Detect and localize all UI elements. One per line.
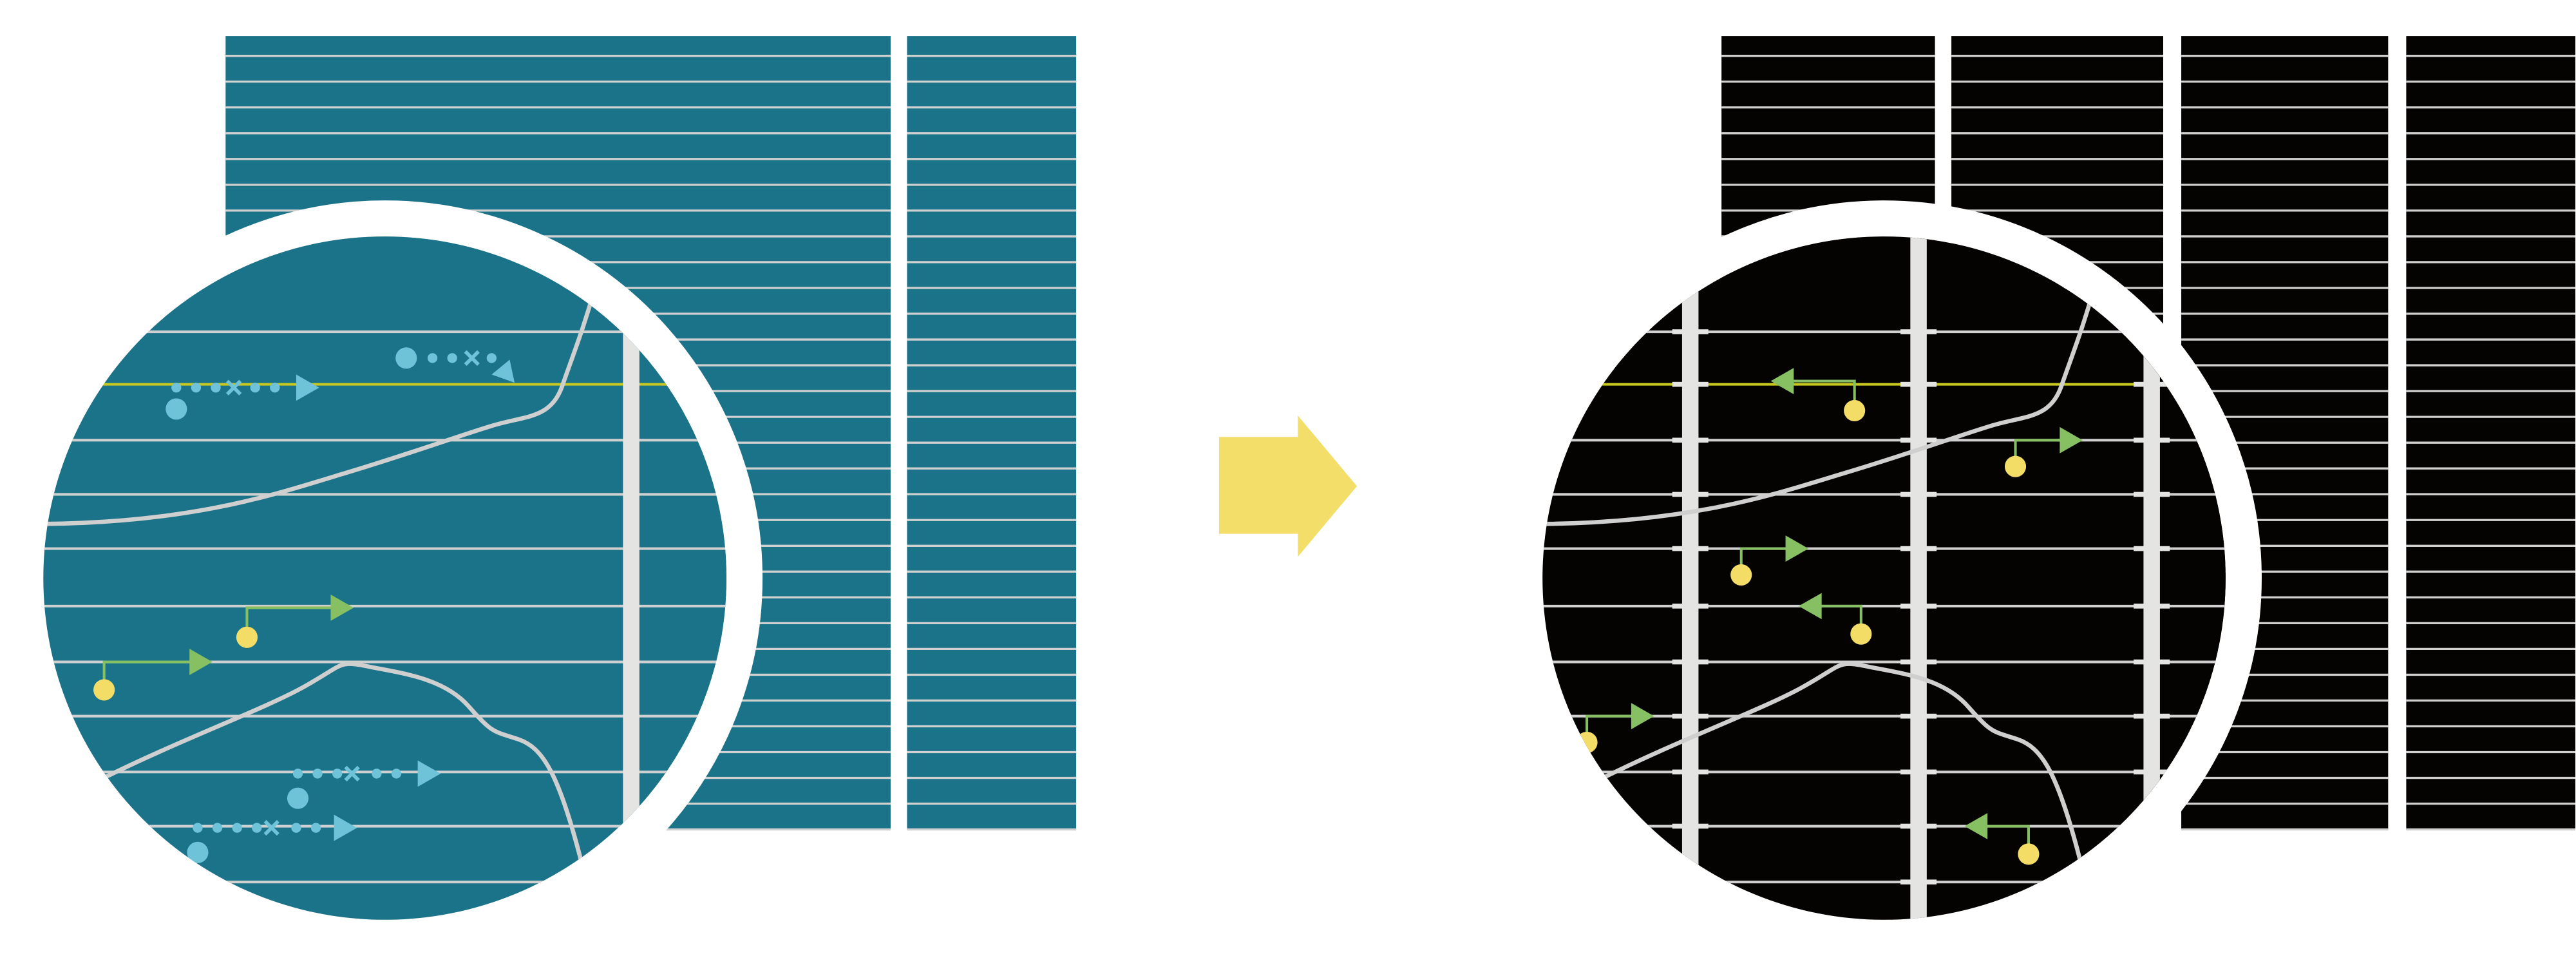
bar-tick (1672, 381, 1709, 387)
green-arrow-icon (1798, 593, 1822, 620)
bar-tick (1900, 769, 1937, 775)
bar-tick (2134, 769, 2170, 775)
trail-dot (291, 823, 301, 833)
bar-tick (2134, 879, 2170, 885)
bar-tick (1672, 546, 1709, 551)
green-arrow-icon (1770, 368, 1794, 394)
blue-arrow-icon (296, 374, 319, 401)
bar-tick (1672, 492, 1709, 497)
yellow-pin-icon (2018, 843, 2040, 865)
vertical-bar (623, 236, 639, 920)
lens-background (43, 236, 726, 920)
bar-tick (1900, 713, 1937, 719)
bar-tick (2134, 713, 2170, 719)
blue-origin-dot (166, 398, 187, 420)
green-arrow-icon (189, 649, 213, 675)
yellow-pin-icon (2004, 455, 2027, 477)
trail-dot (447, 353, 457, 363)
bar-tick (1900, 546, 1937, 551)
bar-tick (2134, 492, 2170, 497)
lens-content (1542, 236, 2226, 920)
yellow-pin-icon (1730, 564, 1752, 586)
bar-tick (1672, 437, 1709, 443)
bar-tick (1672, 659, 1709, 665)
yellow-pin-icon (1844, 399, 1866, 422)
bar-tick (1672, 769, 1709, 775)
lens-background (1542, 236, 2226, 920)
x-mark-icon (225, 379, 242, 396)
trail-dot (171, 383, 182, 393)
x-mark-icon (344, 765, 360, 782)
trail-dot (292, 769, 303, 779)
bar-tick (1672, 604, 1709, 609)
bar-tick (2134, 659, 2170, 665)
bar-tick (1900, 492, 1937, 497)
bar-tick (1672, 823, 1709, 829)
blue-origin-dot (287, 787, 309, 809)
x-mark-icon (464, 350, 480, 367)
bar-tick (2134, 381, 2170, 387)
bar-tick (1900, 437, 1937, 443)
trail-dot (212, 823, 223, 833)
curve-line (1542, 287, 2097, 526)
lens-ring (7, 200, 763, 956)
blue-arrow-icon (491, 359, 515, 383)
bar-tick (1672, 329, 1709, 334)
bar-tick (1900, 823, 1937, 829)
bar-tick (2134, 546, 2170, 551)
trail-dot (312, 769, 323, 779)
transition-arrow-icon (1218, 415, 1358, 557)
bar-tick (2134, 437, 2170, 443)
vertical-bar (1910, 236, 1927, 920)
blue-arrow-icon (417, 760, 441, 787)
bar-tick (1900, 329, 1937, 334)
trail-dot (486, 353, 497, 363)
blue-origin-dot (187, 841, 209, 863)
trail-dot (232, 823, 242, 833)
trail-dot (191, 383, 202, 393)
trail-dot (332, 769, 343, 779)
trail-dot (193, 823, 203, 833)
trail-dot (250, 383, 260, 393)
bar-tick (1900, 604, 1937, 609)
bar-tick (1900, 659, 1937, 665)
blue-origin-dot (395, 347, 417, 369)
trail-dot (372, 769, 382, 779)
panel-column (2406, 36, 2576, 830)
yellow-pin-icon (93, 679, 115, 701)
curve-line (43, 287, 598, 526)
green-arrow-icon (1964, 813, 1988, 839)
trail-dot (427, 353, 438, 363)
trail-dot (211, 383, 221, 393)
bar-tick (1672, 713, 1709, 719)
trail-dot (270, 383, 280, 393)
bar-tick (2134, 604, 2170, 609)
lens-content (43, 236, 726, 920)
bar-tick (1900, 381, 1937, 387)
yellow-pin-icon (236, 626, 258, 648)
green-arrow-icon (1631, 703, 1654, 730)
vertical-bar (1681, 236, 1699, 920)
green-arrow-icon (1785, 535, 1809, 562)
lens-ring (1506, 200, 2262, 956)
left-magnifier-lens (7, 200, 763, 956)
green-arrow-icon (2060, 426, 2083, 454)
bar-tick (1900, 879, 1937, 885)
x-mark-icon (263, 819, 279, 836)
curve-line (98, 662, 586, 872)
trail-dot (252, 823, 262, 833)
right-magnifier-lens (1506, 200, 2262, 956)
trail-dot (310, 823, 321, 833)
yellow-pin-icon (1850, 623, 1872, 645)
green-arrow-icon (330, 595, 354, 621)
panel-column (907, 36, 1077, 830)
blue-arrow-icon (334, 814, 357, 841)
trail-dot (391, 769, 402, 779)
curve-line (1597, 662, 2085, 872)
